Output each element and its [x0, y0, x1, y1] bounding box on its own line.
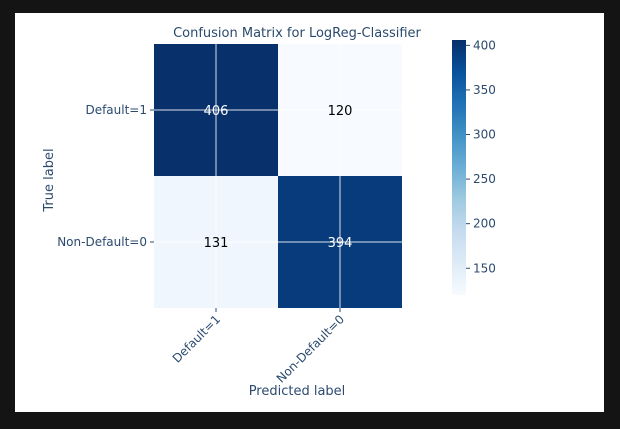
x-tick-label: Non-Default=0 [274, 312, 347, 385]
colorbar-tick-label: 400 [473, 38, 496, 52]
y-tick-label: Non-Default=0 [57, 235, 147, 249]
confusion-matrix-chart: Confusion Matrix for LogReg-Classifier 4… [42, 26, 496, 399]
x-tick-labels: Default=1 Non-Default=0 [170, 308, 347, 386]
y-axis-label: True label [42, 148, 57, 212]
cell-value-label: 406 [204, 104, 229, 119]
cell-value-label: 394 [328, 236, 353, 251]
chart-title: Confusion Matrix for LogReg-Classifier [173, 26, 421, 41]
matrix-cells [154, 44, 402, 308]
x-axis-label: Predicted label [249, 384, 346, 399]
grid-lines [154, 44, 402, 308]
colorbar-tick-label: 250 [473, 172, 496, 186]
colorbar-tick-label: 350 [473, 83, 496, 97]
cell-value-label: 120 [328, 104, 353, 119]
cell-value-label: 131 [204, 236, 229, 251]
colorbar-gradient [452, 40, 466, 295]
colorbar-ticks: 150 200 250 300 350 400 [466, 38, 496, 275]
cell-value-labels: 406 120 131 394 [204, 104, 353, 251]
colorbar-tick-label: 300 [473, 128, 496, 142]
x-tick-label: Default=1 [170, 312, 223, 365]
colorbar-tick-label: 200 [473, 217, 496, 231]
figure-panel: Confusion Matrix for LogReg-Classifier 4… [15, 13, 604, 412]
colorbar-tick-label: 150 [473, 261, 496, 275]
y-tick-label: Default=1 [85, 103, 147, 117]
y-tick-labels: Default=1 Non-Default=0 [57, 103, 154, 249]
colorbar: 150 200 250 300 350 400 [452, 38, 496, 295]
